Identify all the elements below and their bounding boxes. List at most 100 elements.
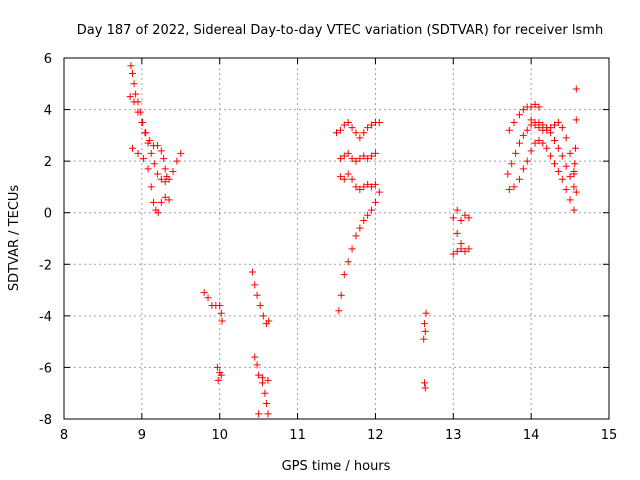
series-track-j xyxy=(420,309,430,392)
data-point xyxy=(146,137,154,145)
data-point xyxy=(336,126,344,134)
data-point xyxy=(364,180,372,188)
series-track-c xyxy=(129,144,173,217)
data-point xyxy=(368,152,376,160)
data-point xyxy=(134,108,142,116)
data-point xyxy=(420,320,428,328)
data-point xyxy=(420,335,428,343)
data-point xyxy=(562,162,570,170)
data-point xyxy=(572,116,580,124)
data-point xyxy=(562,134,570,142)
data-point xyxy=(177,149,185,157)
data-point xyxy=(457,216,465,224)
data-point xyxy=(527,103,535,111)
data-point xyxy=(130,98,138,106)
data-point xyxy=(535,124,543,132)
x-tick-label: 13 xyxy=(445,428,462,443)
data-point xyxy=(531,121,539,129)
data-point xyxy=(157,175,165,183)
data-point xyxy=(173,157,181,165)
data-point xyxy=(523,157,531,165)
data-point xyxy=(204,294,212,302)
data-point xyxy=(558,175,566,183)
data-point xyxy=(259,312,267,320)
data-point xyxy=(253,291,261,299)
data-point xyxy=(453,247,461,255)
y-axis-label: SDTVAR / TECUs xyxy=(7,185,22,292)
data-point xyxy=(352,129,360,137)
data-point xyxy=(554,118,562,126)
data-point xyxy=(264,410,272,418)
y-tick-label: -4 xyxy=(39,310,52,325)
data-point xyxy=(356,224,364,232)
data-point xyxy=(213,363,221,371)
data-point xyxy=(457,240,465,248)
data-point xyxy=(539,139,547,147)
data-point xyxy=(161,193,169,201)
data-point xyxy=(461,211,469,219)
data-point xyxy=(531,139,539,147)
data-point xyxy=(144,165,152,173)
data-point xyxy=(336,173,344,181)
data-point xyxy=(453,229,461,237)
data-point xyxy=(515,111,523,119)
data-point xyxy=(519,165,527,173)
series-track-f xyxy=(335,188,383,315)
data-point xyxy=(510,118,518,126)
data-point xyxy=(217,309,225,317)
chart-title: Day 187 of 2022, Sidereal Day-to-day VTE… xyxy=(77,23,603,38)
data-point xyxy=(256,302,264,310)
data-point xyxy=(134,149,142,157)
data-point xyxy=(126,93,134,101)
data-points xyxy=(126,62,580,418)
data-point xyxy=(248,268,256,276)
data-point xyxy=(515,175,523,183)
data-point xyxy=(570,206,578,214)
data-point xyxy=(566,173,574,181)
data-point xyxy=(360,216,368,224)
data-point xyxy=(340,152,348,160)
data-point xyxy=(570,170,578,178)
data-point xyxy=(165,196,173,204)
data-point xyxy=(572,85,580,93)
series-track-l xyxy=(504,118,578,191)
data-point xyxy=(253,361,261,369)
x-tick-label: 9 xyxy=(138,428,146,443)
data-point xyxy=(356,134,364,142)
data-point xyxy=(519,106,527,114)
data-point xyxy=(375,118,383,126)
y-tick-label: 2 xyxy=(44,155,52,170)
data-point xyxy=(535,103,543,111)
data-point xyxy=(265,317,273,325)
data-point xyxy=(360,129,368,137)
data-point xyxy=(449,250,457,258)
data-point xyxy=(157,147,165,155)
data-point xyxy=(551,121,558,129)
data-point xyxy=(340,271,348,279)
data-point xyxy=(510,183,518,191)
data-point xyxy=(508,160,516,168)
data-point xyxy=(348,245,356,253)
data-point xyxy=(570,183,578,191)
data-point xyxy=(216,302,224,310)
data-point xyxy=(551,137,558,145)
data-point xyxy=(352,183,360,191)
data-point xyxy=(255,410,263,418)
data-point xyxy=(505,126,513,134)
data-point xyxy=(465,214,473,222)
data-point xyxy=(161,165,169,173)
series-track-p xyxy=(570,85,580,178)
data-point xyxy=(505,186,513,194)
data-point xyxy=(160,155,168,163)
data-point xyxy=(352,232,360,240)
y-tick-label: -2 xyxy=(39,258,52,273)
data-point xyxy=(421,384,429,392)
y-tick-label: 6 xyxy=(44,52,52,67)
data-point xyxy=(422,309,430,317)
data-point xyxy=(360,152,368,160)
data-point xyxy=(527,116,535,124)
x-tick-label: 14 xyxy=(523,428,540,443)
data-point xyxy=(340,175,348,183)
data-point xyxy=(421,327,429,335)
data-point xyxy=(461,247,469,255)
